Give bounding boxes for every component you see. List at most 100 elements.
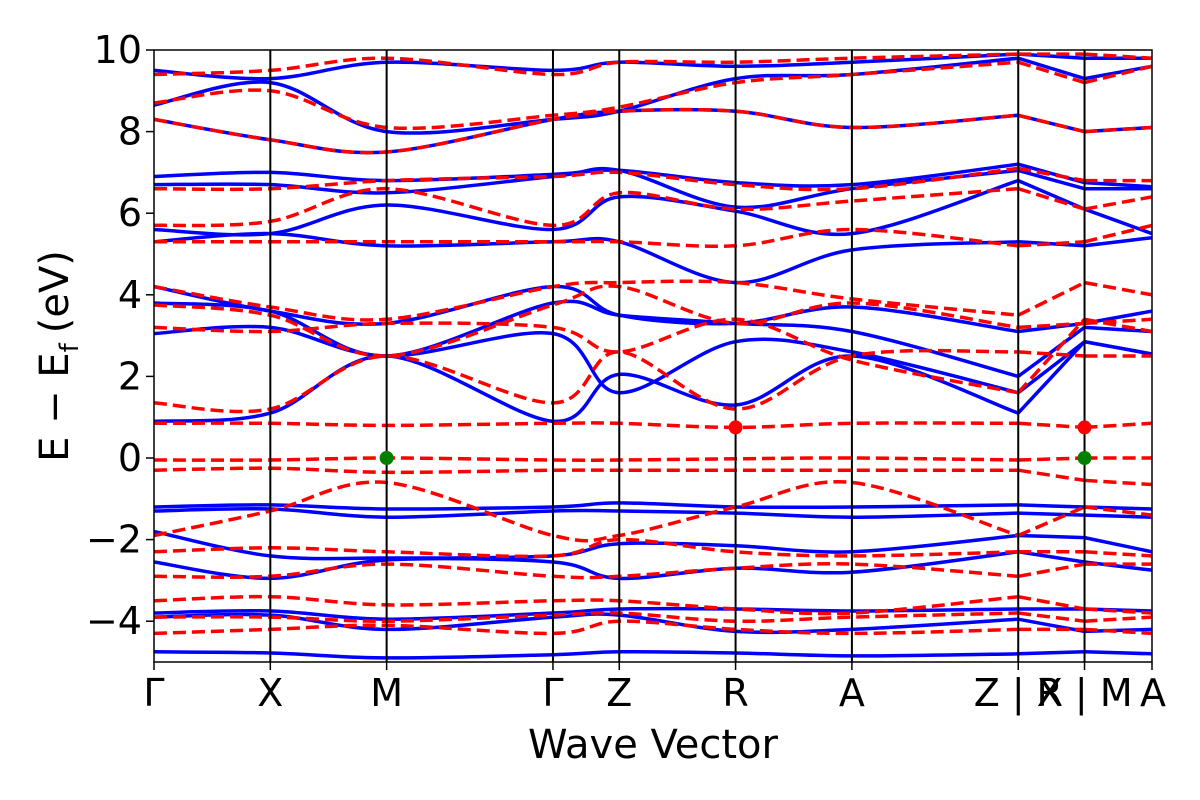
solid-band-line — [1018, 650, 1085, 656]
x-tick-label: R | M — [1036, 671, 1132, 716]
dashed-band-line — [154, 421, 1019, 430]
dashed-band-line — [1018, 350, 1085, 358]
dashed-band-line — [1084, 317, 1152, 334]
dashed-band-line — [1084, 52, 1152, 60]
dashed-band-line — [1084, 627, 1152, 636]
dashed-band-line — [1017, 281, 1086, 317]
dashed-band-line — [1084, 64, 1152, 85]
plot-frame — [153, 49, 1153, 663]
y-axis-ticks: −4 −2 0 2 4 6 8 10 — [86, 28, 154, 643]
dashed-band-line — [1017, 187, 1086, 211]
y-tick-label: 8 — [118, 110, 142, 154]
band-lines — [154, 52, 1152, 660]
dashed-band-line — [1084, 195, 1152, 211]
solid-band-line — [154, 56, 1019, 135]
solid-band-line — [1017, 168, 1085, 191]
solid-band-line — [1084, 180, 1152, 189]
band-edge-marker — [1077, 451, 1092, 465]
dashed-band-line — [154, 52, 1019, 77]
y-tick-label: 6 — [118, 191, 142, 235]
y-axis-title: E − Ef (eV) — [32, 250, 85, 462]
solid-band-line — [154, 52, 1019, 81]
y-tick-label: 10 — [94, 28, 142, 72]
dashed-band-line — [1018, 321, 1085, 330]
y-axis-title-sub: f — [55, 342, 85, 352]
dashed-band-line — [1017, 468, 1085, 483]
x-tick-label: Γ — [143, 671, 164, 715]
solid-band-line — [154, 231, 1019, 285]
dashed-band-line — [1084, 505, 1152, 517]
dashed-band-line — [1017, 611, 1085, 623]
x-tick-label: X — [257, 671, 283, 715]
solid-band-line — [154, 284, 1019, 334]
y-axis-title-main: E − E — [32, 352, 78, 462]
x-tick-label: A — [839, 671, 865, 715]
solid-band-line — [1084, 339, 1152, 356]
solid-band-line — [1018, 240, 1085, 248]
solid-band-line — [1017, 56, 1086, 81]
solid-band-line — [1084, 650, 1152, 656]
dashed-band-line — [154, 284, 1019, 358]
dashed-band-line — [1017, 562, 1085, 579]
solid-band-line — [1083, 207, 1152, 236]
x-tick-label: Γ — [542, 671, 563, 715]
x-tick-label: A — [1140, 671, 1166, 715]
dashed-band-line — [154, 480, 1019, 543]
x-tick-label: M — [370, 671, 403, 715]
solid-band-line — [154, 649, 1019, 660]
solid-band-line — [1018, 533, 1085, 540]
dashed-band-line — [1084, 280, 1152, 297]
solid-band-line — [1018, 503, 1085, 509]
solid-band-line — [154, 507, 1019, 519]
dashed-band-line — [1018, 456, 1085, 462]
solid-band-line — [154, 354, 1019, 424]
band-edge-marker — [1077, 420, 1092, 435]
y-tick-label: −2 — [86, 518, 142, 562]
y-axis-title-unit: (eV) — [32, 250, 78, 333]
dashed-band-line — [1017, 60, 1086, 85]
y-tick-label: 4 — [118, 273, 142, 317]
dashed-band-line — [1084, 421, 1152, 430]
dashed-band-line — [1017, 594, 1085, 611]
dashed-band-line — [1084, 223, 1152, 244]
dashed-band-line — [1084, 125, 1152, 134]
y-tick-label: −4 — [86, 599, 142, 643]
dashed-band-line — [154, 466, 1019, 475]
y-tick-label: 2 — [118, 354, 142, 398]
band-edge-markers — [379, 420, 1092, 465]
x-tick-label: Z — [606, 671, 632, 715]
solid-band-line — [154, 529, 1019, 561]
solid-band-line — [1084, 235, 1152, 248]
band-edge-marker — [379, 451, 394, 465]
dashed-band-line — [1016, 318, 1086, 394]
dashed-band-line — [1084, 550, 1152, 558]
x-tick-label: Z | X — [974, 671, 1063, 716]
kpath-lines — [269, 50, 1086, 662]
band-edge-marker — [728, 420, 743, 435]
dashed-band-line — [1018, 240, 1085, 248]
dashed-band-line — [1017, 505, 1086, 538]
dashed-band-line — [1084, 478, 1152, 487]
dashed-band-line — [154, 186, 1019, 228]
dashed-band-line — [154, 537, 1019, 559]
dashed-band-line — [154, 317, 1019, 395]
solid-band-line — [1084, 513, 1152, 519]
dashed-band-line — [1084, 607, 1152, 615]
dashed-band-line — [154, 456, 1019, 462]
solid-band-line — [154, 178, 1019, 237]
y-tick-label: 0 — [118, 436, 142, 480]
solid-band-line — [1018, 511, 1085, 517]
solid-band-line — [1017, 325, 1086, 378]
solid-band-line — [154, 612, 1019, 635]
solid-band-line — [154, 162, 1019, 188]
solid-band-line — [1084, 535, 1152, 554]
x-axis-title: Wave Vector — [528, 722, 779, 768]
dashed-band-line — [1018, 421, 1085, 430]
dashed-band-line — [1084, 615, 1152, 623]
dashed-band-line — [1017, 113, 1085, 134]
x-tick-label: R — [722, 671, 748, 715]
dashed-band-line — [1017, 166, 1085, 183]
dashed-band-line — [1084, 317, 1152, 326]
